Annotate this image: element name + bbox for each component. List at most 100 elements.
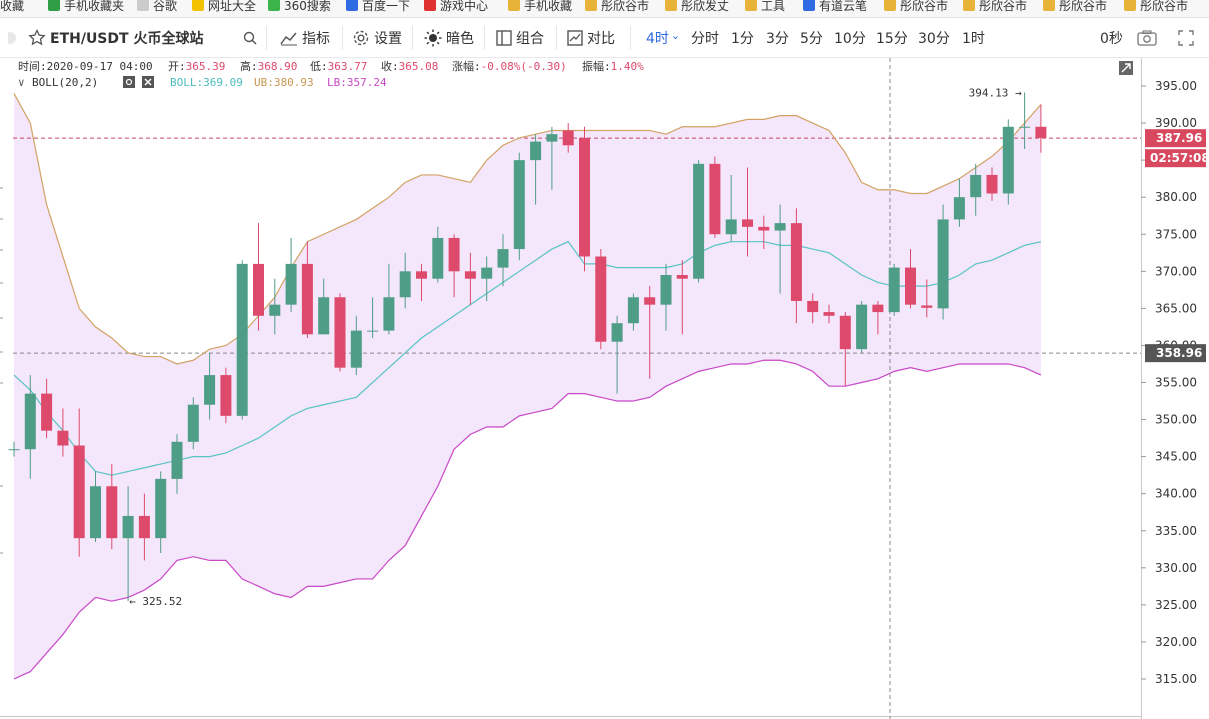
bookmark-item[interactable]: 360搜索 (268, 0, 331, 15)
bookmark-label: 工具 (761, 0, 786, 13)
candle-body (334, 297, 346, 368)
symbol-search-button[interactable] (243, 18, 261, 58)
bookmark-icon (346, 0, 358, 11)
boll-lb-value: LB:357.24 (327, 76, 387, 89)
bookmark-label: 手机收藏 (524, 0, 573, 13)
dark-mode-label: 暗色 (446, 31, 474, 47)
bookmark-item[interactable]: 游戏中心 (424, 0, 488, 15)
timeframe-0[interactable]: 4时 ⌄ (646, 18, 680, 58)
toolbar-divider (266, 26, 267, 50)
timeframe-label: 5分 (800, 31, 823, 47)
price-tick-label: 315.00 (1155, 672, 1197, 686)
candle-body (350, 330, 362, 368)
bookmark-item[interactable]: 收藏 (0, 0, 24, 15)
timeframe-3[interactable]: 3分 (766, 18, 789, 58)
boll-close-button[interactable] (142, 76, 154, 89)
bookmark-item[interactable]: 彤欣发丈 (665, 0, 729, 15)
candle-body (122, 515, 134, 539)
candle-body (269, 304, 281, 316)
ohlc-change: 涨幅:-0.08%(-0.30) (452, 60, 567, 73)
bookmark-label: 彤欣谷市 (1059, 0, 1108, 13)
bookmark-item[interactable]: 有道云笔 (803, 0, 867, 15)
chart-scroll-button[interactable] (8, 18, 22, 58)
bookmark-icon (745, 0, 757, 11)
timeframe-4[interactable]: 5分 (800, 18, 823, 58)
bookmark-label: 彤欣谷市 (979, 0, 1028, 13)
indicator-button[interactable]: 指标 (280, 18, 330, 58)
timeframe-6[interactable]: 15分 (876, 18, 908, 58)
bookmark-item[interactable]: 彤欣谷市 (1043, 0, 1107, 15)
compare-button[interactable]: 对比 (567, 18, 615, 58)
bookmark-icon (1043, 0, 1055, 11)
timeframe-label: 10分 (834, 31, 866, 47)
timeframe-2[interactable]: 1分 (731, 18, 754, 58)
candle-body (807, 300, 819, 313)
symbol-label: ETH/USDT 火币全球站 (50, 31, 204, 47)
combine-button[interactable]: 组合 (496, 18, 544, 58)
bookmark-item[interactable]: 网址大全 (192, 0, 256, 15)
candle-body (383, 297, 395, 331)
boll-band-fill (14, 93, 1041, 680)
price-tick-label: 380.00 (1155, 190, 1197, 204)
candle-body (204, 375, 216, 405)
gear-icon (123, 76, 135, 88)
candle-body (253, 263, 264, 316)
chart-toolbar: ETH/USDT 火币全球站 指标 设置 暗色 组合 对比 0秒 4时 ⌄ 分时 1分… (0, 18, 1209, 58)
candle-body (888, 267, 900, 313)
candle-body (464, 271, 476, 279)
timeframe-7[interactable]: 30分 (918, 18, 950, 58)
candle-body (530, 141, 542, 161)
dark-mode-button[interactable]: 暗色 (424, 18, 474, 58)
bookmark-label: 手机收藏夹 (64, 0, 125, 13)
candle-body (481, 267, 493, 279)
bookmark-item[interactable]: 彤欣谷市 (585, 0, 649, 15)
candlestick-chart[interactable]: 315.00 320.00 325.00 330.00 335.00 340.00 345.… (0, 58, 1209, 719)
boll-settings-button[interactable] (123, 76, 135, 89)
layout-icon (496, 30, 512, 46)
indicator-icon (280, 32, 297, 46)
fullscreen-button[interactable] (1178, 18, 1198, 58)
candle-body (90, 486, 101, 539)
toolbar-divider (412, 26, 413, 50)
candle-body (41, 393, 53, 431)
low-price-annotation: ← 325.52 (129, 595, 182, 608)
sun-icon (424, 29, 442, 47)
bookmark-item[interactable]: 彤欣谷市 (963, 0, 1027, 15)
bookmark-label: 有道云笔 (819, 0, 868, 13)
timeframe-5[interactable]: 10分 (834, 18, 866, 58)
ohlc-high: 高:368.90 (240, 60, 298, 73)
candle-body (285, 263, 297, 305)
candle-body (57, 430, 69, 446)
bookmark-item[interactable]: 手机收藏 (508, 0, 572, 15)
bookmark-item[interactable]: 工具 (745, 0, 785, 15)
price-tick-label: 335.00 (1155, 524, 1197, 538)
candle-body (171, 441, 183, 479)
bookmark-item[interactable]: 谷歌 (137, 0, 177, 15)
candle-body (790, 223, 802, 301)
bookmark-item[interactable]: 彤欣谷市 (884, 0, 948, 15)
bookmark-item[interactable]: 百度一下 (346, 0, 410, 15)
bookmark-label: 彤欣谷市 (601, 0, 650, 13)
bookmark-icon (1124, 0, 1136, 11)
candle-body (774, 223, 786, 231)
timeframe-label: 1分 (731, 31, 754, 47)
bookmark-icon (665, 0, 677, 11)
last-price-badge (1145, 129, 1206, 148)
timeframe-1[interactable]: 分时 (691, 18, 719, 58)
candle-body (301, 263, 313, 335)
symbol-selector[interactable]: ETH/USDT 火币全球站 (28, 18, 203, 58)
price-tick-label: 340.00 (1155, 487, 1197, 501)
settings-button[interactable]: 设置 (352, 18, 402, 58)
bookmark-item[interactable]: 手机收藏夹 (48, 0, 124, 15)
candle-body (839, 315, 851, 350)
timeframe-label: 1时 (962, 31, 985, 47)
chevron-down-icon[interactable]: ∨ (18, 76, 25, 89)
boll-mid-value: BOLL:369.09 (170, 76, 243, 89)
candle-countdown-label: 02:57:08 (1150, 151, 1209, 165)
price-tick-label: 325.00 (1155, 598, 1197, 612)
bookmark-item[interactable]: 彤欣谷市 (1124, 0, 1188, 15)
timeframe-8[interactable]: 1时 (962, 18, 985, 58)
toolbar-divider (630, 26, 631, 50)
screenshot-button[interactable] (1137, 18, 1161, 58)
candle-body (823, 312, 835, 316)
